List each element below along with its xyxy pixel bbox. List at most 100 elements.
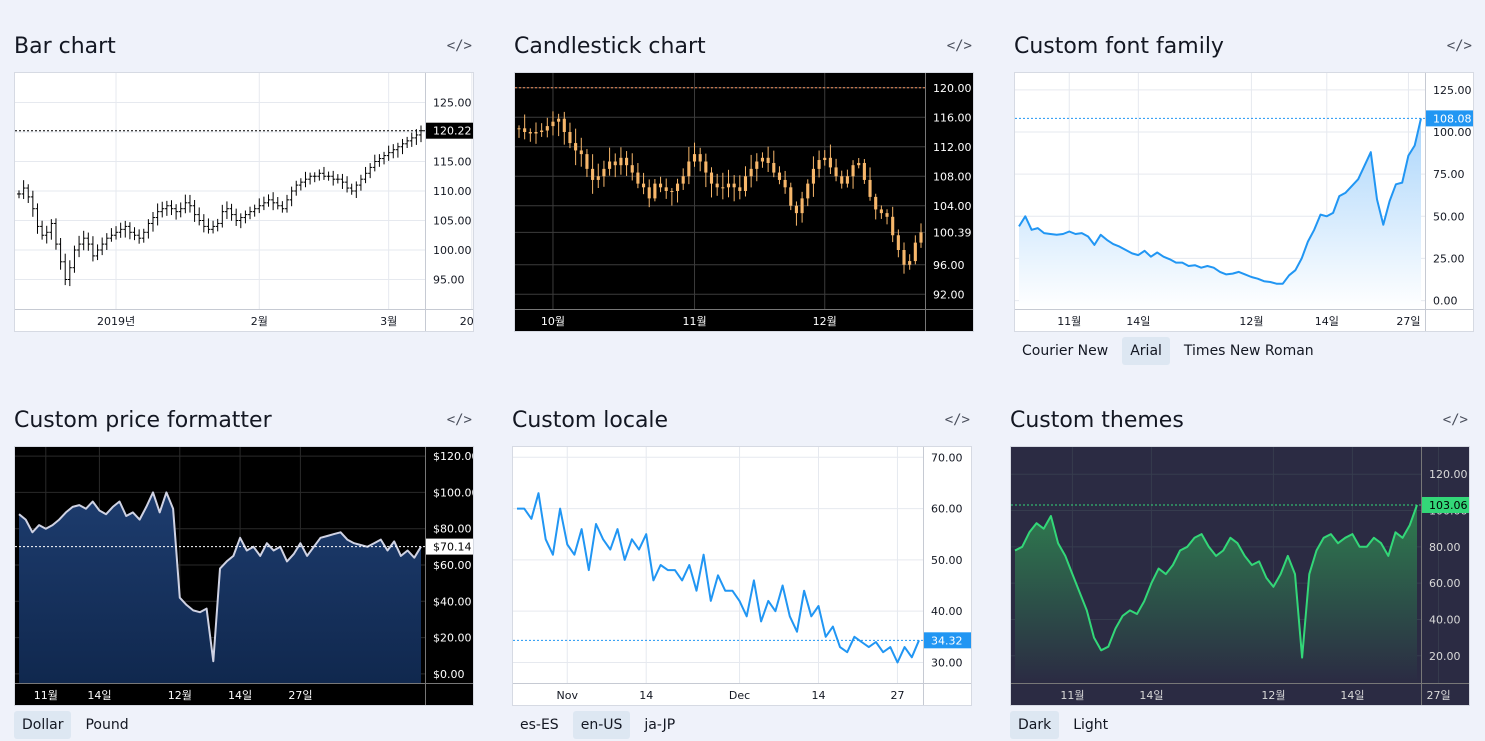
candle <box>642 172 646 195</box>
option-button[interactable]: Dark <box>1010 711 1060 739</box>
panel-title: Custom themes <box>1010 408 1184 433</box>
y-tick-label: 50.00 <box>1433 210 1465 223</box>
code-icon[interactable]: </> <box>446 38 472 54</box>
candle <box>528 128 532 142</box>
candle <box>749 154 753 188</box>
bar-chart[interactable]: 125.00120.00115.00110.00105.00100.0095.0… <box>14 72 474 332</box>
candle-body <box>636 172 640 184</box>
candle-body <box>562 118 566 132</box>
candle-body <box>647 187 651 199</box>
ohlc-bar <box>294 180 299 196</box>
candle <box>523 114 527 140</box>
candle <box>879 205 883 219</box>
ohlc-bar <box>183 194 188 214</box>
candle <box>698 147 702 172</box>
price-formatter-chart[interactable]: $120.00 $100.00 $80.00 $60.00 $40.00 $20.00 $0… <box>14 446 474 706</box>
candle <box>692 142 697 167</box>
ohlc-bar <box>201 214 206 233</box>
series-line <box>18 491 422 663</box>
x-tick-label: Dec <box>729 689 750 702</box>
option-button[interactable]: Arial <box>1122 337 1170 365</box>
option-button[interactable]: Light <box>1073 717 1109 733</box>
x-tick-label: 14일 <box>1139 688 1163 702</box>
y-tick-label: 108.00 <box>933 170 972 183</box>
ohlc-bar <box>395 142 400 158</box>
candle <box>608 147 612 176</box>
candle-body <box>908 261 912 265</box>
candle <box>675 178 680 203</box>
candle-body <box>766 157 770 163</box>
candle <box>732 175 736 202</box>
panel-bar-chart: Bar chart </> 125.00120.00115.00110.0010… <box>14 32 474 332</box>
candle-body <box>772 162 776 173</box>
candle <box>658 176 663 193</box>
candle <box>596 163 600 189</box>
ohlc-bar <box>238 213 243 229</box>
ohlc-bar <box>118 222 123 238</box>
ohlc-bar <box>391 144 396 159</box>
option-button[interactable]: Dollar <box>14 711 72 739</box>
x-tick-label: 14일 <box>228 688 252 702</box>
font-family-chart[interactable]: 125.00 100.00 75.00 50.00 25.00 0.00 108.08 11월… <box>1014 72 1474 332</box>
candle <box>783 170 787 194</box>
candle <box>908 254 912 270</box>
option-button[interactable]: Pound <box>85 717 129 733</box>
code-icon[interactable]: </> <box>944 412 970 428</box>
y-tick-label: 125.00 <box>1433 84 1472 97</box>
code-icon[interactable]: </> <box>446 412 472 428</box>
last-value-label-bg <box>1422 496 1469 513</box>
ohlc-bar <box>382 151 387 165</box>
candle-body <box>568 132 572 144</box>
ohlc-bar <box>298 178 303 191</box>
candle <box>647 179 651 208</box>
last-value-label: 103.06 <box>1429 499 1468 512</box>
ohlc-bar <box>58 238 63 270</box>
candle <box>630 153 634 181</box>
candle <box>743 166 748 197</box>
x-tick-label: 11월 <box>682 315 706 328</box>
candle-body <box>698 154 702 162</box>
ohlc-bar <box>160 201 165 218</box>
y-tick-label: $80.00 <box>433 523 472 536</box>
candle <box>591 154 595 194</box>
ohlc-bar <box>95 244 100 261</box>
code-icon[interactable]: </> <box>946 38 972 54</box>
ohlc-bar <box>30 190 35 217</box>
x-tick-label: 11월 <box>34 689 58 702</box>
candle-body <box>709 172 714 184</box>
locale-chart[interactable]: 70.00 60.00 50.00 40.00 30.00 34.32 Nov 14 Dec 14… <box>512 446 972 706</box>
candle-body <box>608 161 612 169</box>
candle <box>721 172 725 200</box>
last-value-label: 108.08 <box>1433 112 1472 125</box>
option-button[interactable]: Courier New <box>1022 343 1109 359</box>
candle-body <box>653 183 657 199</box>
ohlc-bar <box>248 206 253 220</box>
option-button[interactable]: es-ES <box>520 717 559 733</box>
ohlc-bar <box>400 138 405 155</box>
candle-body <box>613 161 617 166</box>
x-tick-label: 14일 <box>87 688 111 702</box>
option-button[interactable]: Times New Roman <box>1183 343 1314 359</box>
ohlc-bar <box>335 174 340 184</box>
ohlc-bar <box>187 194 192 213</box>
ohlc-bar <box>312 172 317 183</box>
ohlc-bar <box>363 166 368 184</box>
x-tick-label: 12월 <box>168 689 192 702</box>
code-icon[interactable]: </> <box>1446 38 1472 54</box>
y-tick-label: 104.00 <box>933 200 972 213</box>
ohlc-bar <box>100 237 105 256</box>
candle <box>562 111 566 145</box>
code-icon[interactable]: </> <box>1442 412 1468 428</box>
themes-chart[interactable]: 120.00100.0080.0060.0040.0020.00103.0611… <box>1010 446 1470 706</box>
y-tick-label: 40.00 <box>931 605 963 618</box>
candle <box>811 156 815 197</box>
option-button[interactable]: en-US <box>572 711 631 739</box>
candle-body <box>794 205 798 214</box>
y-tick-label: 125.00 <box>433 97 472 110</box>
ohlc-bar <box>21 180 26 200</box>
candlestick-chart[interactable]: 120.00 116.00 112.00 108.00 104.00 100.39 96.0… <box>514 72 974 332</box>
ohlc-bar <box>127 222 132 240</box>
y-tick-label: 116.00 <box>933 111 972 124</box>
option-button[interactable]: ja-JP <box>644 717 676 733</box>
y-tick-label: 0.00 <box>1433 295 1458 308</box>
